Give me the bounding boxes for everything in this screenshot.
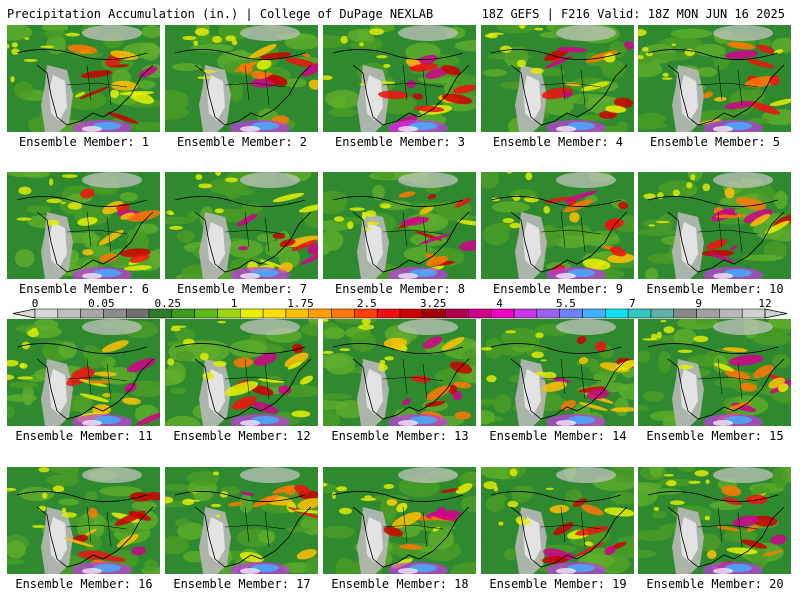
ensemble-member-label: Ensemble Member: 1 bbox=[18, 135, 150, 149]
legend-swatch bbox=[240, 308, 264, 319]
legend-tick-label: 9 bbox=[695, 297, 702, 310]
legend-swatch bbox=[194, 308, 218, 319]
legend-arrow-left bbox=[12, 308, 36, 319]
ensemble-member-label: Ensemble Member: 11 bbox=[15, 429, 153, 443]
ensemble-member-label: Ensemble Member: 9 bbox=[492, 282, 624, 296]
legend-swatch bbox=[399, 308, 424, 319]
legend-swatch bbox=[308, 308, 332, 319]
ensemble-member-label: Ensemble Member: 13 bbox=[331, 429, 469, 443]
legend-swatch bbox=[148, 308, 173, 319]
ensemble-member-map bbox=[165, 467, 318, 574]
ensemble-member-map bbox=[481, 172, 634, 279]
legend-tick-label: 5.5 bbox=[555, 297, 576, 310]
legend-tick-label: 12 bbox=[758, 297, 772, 310]
ensemble-member-map bbox=[165, 319, 318, 426]
legend-swatch bbox=[422, 308, 446, 319]
legend-swatch bbox=[741, 308, 766, 319]
ensemble-member-map bbox=[7, 319, 160, 426]
legend-swatch bbox=[582, 308, 606, 319]
legend-tick-label: 3.25 bbox=[419, 297, 447, 310]
legend-swatch bbox=[536, 308, 560, 319]
ensemble-member-map bbox=[165, 25, 318, 132]
ensemble-member-map bbox=[481, 25, 634, 132]
legend-swatch bbox=[696, 308, 720, 319]
legend-tick-label: 1 bbox=[230, 297, 238, 310]
legend-tick-label: 4 bbox=[496, 297, 503, 310]
ensemble-member-map bbox=[7, 172, 160, 279]
legend-arrow-right bbox=[764, 308, 788, 319]
legend-swatch bbox=[559, 308, 583, 319]
legend-swatch bbox=[331, 308, 355, 319]
legend-tick-label: 2.5 bbox=[356, 297, 377, 310]
legend-swatch bbox=[513, 308, 538, 319]
legend-swatch bbox=[285, 308, 309, 319]
header-right: 18Z GEFS | F216 Valid: 18Z MON JUN 16 20… bbox=[481, 7, 785, 21]
legend-tick-label: 0.25 bbox=[154, 297, 181, 310]
ensemble-member-label: Ensemble Member: 16 bbox=[15, 577, 153, 591]
legend-tick-label: 1.75 bbox=[287, 297, 314, 310]
ensemble-member-label: Ensemble Member: 5 bbox=[649, 135, 781, 149]
ensemble-member-map bbox=[481, 319, 634, 426]
legend-swatch bbox=[445, 308, 469, 319]
legend-swatch bbox=[171, 308, 195, 319]
ensemble-member-label: Ensemble Member: 4 bbox=[492, 135, 624, 149]
header-left: Precipitation Accumulation (in.) | Colle… bbox=[7, 7, 434, 21]
legend-swatch bbox=[719, 308, 743, 319]
legend-swatch bbox=[80, 308, 104, 319]
ensemble-member-label: Ensemble Member: 18 bbox=[331, 577, 469, 591]
ensemble-member-map bbox=[7, 25, 160, 132]
legend-swatch bbox=[627, 308, 652, 319]
legend-tick-label: 7 bbox=[628, 297, 636, 310]
ensemble-member-map bbox=[7, 467, 160, 574]
legend-tick-label: 0 bbox=[31, 297, 39, 310]
ensemble-member-map bbox=[481, 467, 634, 574]
ensemble-member-label: Ensemble Member: 3 bbox=[334, 135, 466, 149]
ensemble-member-label: Ensemble Member: 12 bbox=[173, 429, 311, 443]
legend-swatch bbox=[468, 308, 492, 319]
legend-swatch bbox=[605, 308, 629, 319]
ensemble-member-map bbox=[323, 25, 476, 132]
legend-swatch bbox=[262, 308, 287, 319]
ensemble-member-label: Ensemble Member: 8 bbox=[334, 282, 466, 296]
ensemble-member-map bbox=[323, 467, 476, 574]
legend-swatch bbox=[126, 308, 150, 319]
ensemble-member-label: Ensemble Member: 15 bbox=[646, 429, 784, 443]
ensemble-member-map bbox=[638, 467, 791, 574]
ensemble-member-map bbox=[165, 172, 318, 279]
legend-swatch bbox=[57, 308, 81, 319]
ensemble-member-label: Ensemble Member: 20 bbox=[646, 577, 784, 591]
legend-swatch bbox=[650, 308, 674, 319]
legend-swatch bbox=[354, 308, 378, 319]
legend-tick-label: 0.05 bbox=[88, 297, 115, 310]
color-scale-legend bbox=[12, 308, 788, 319]
ensemble-member-map bbox=[638, 172, 791, 279]
ensemble-member-label: Ensemble Member: 10 bbox=[646, 282, 784, 296]
ensemble-member-map bbox=[638, 319, 791, 426]
ensemble-member-map bbox=[323, 319, 476, 426]
legend-swatch bbox=[376, 308, 401, 319]
ensemble-member-label: Ensemble Member: 17 bbox=[173, 577, 311, 591]
ensemble-member-map bbox=[638, 25, 791, 132]
ensemble-member-map bbox=[323, 172, 476, 279]
legend-swatch bbox=[217, 308, 241, 319]
ensemble-member-label: Ensemble Member: 2 bbox=[176, 135, 308, 149]
legend-swatch bbox=[491, 308, 515, 319]
ensemble-member-label: Ensemble Member: 19 bbox=[489, 577, 627, 591]
ensemble-member-label: Ensemble Member: 7 bbox=[176, 282, 308, 296]
legend-swatch bbox=[34, 308, 59, 319]
legend-swatch bbox=[103, 308, 127, 319]
ensemble-member-label: Ensemble Member: 14 bbox=[489, 429, 627, 443]
ensemble-member-label: Ensemble Member: 6 bbox=[18, 282, 150, 296]
legend-swatch bbox=[673, 308, 697, 319]
